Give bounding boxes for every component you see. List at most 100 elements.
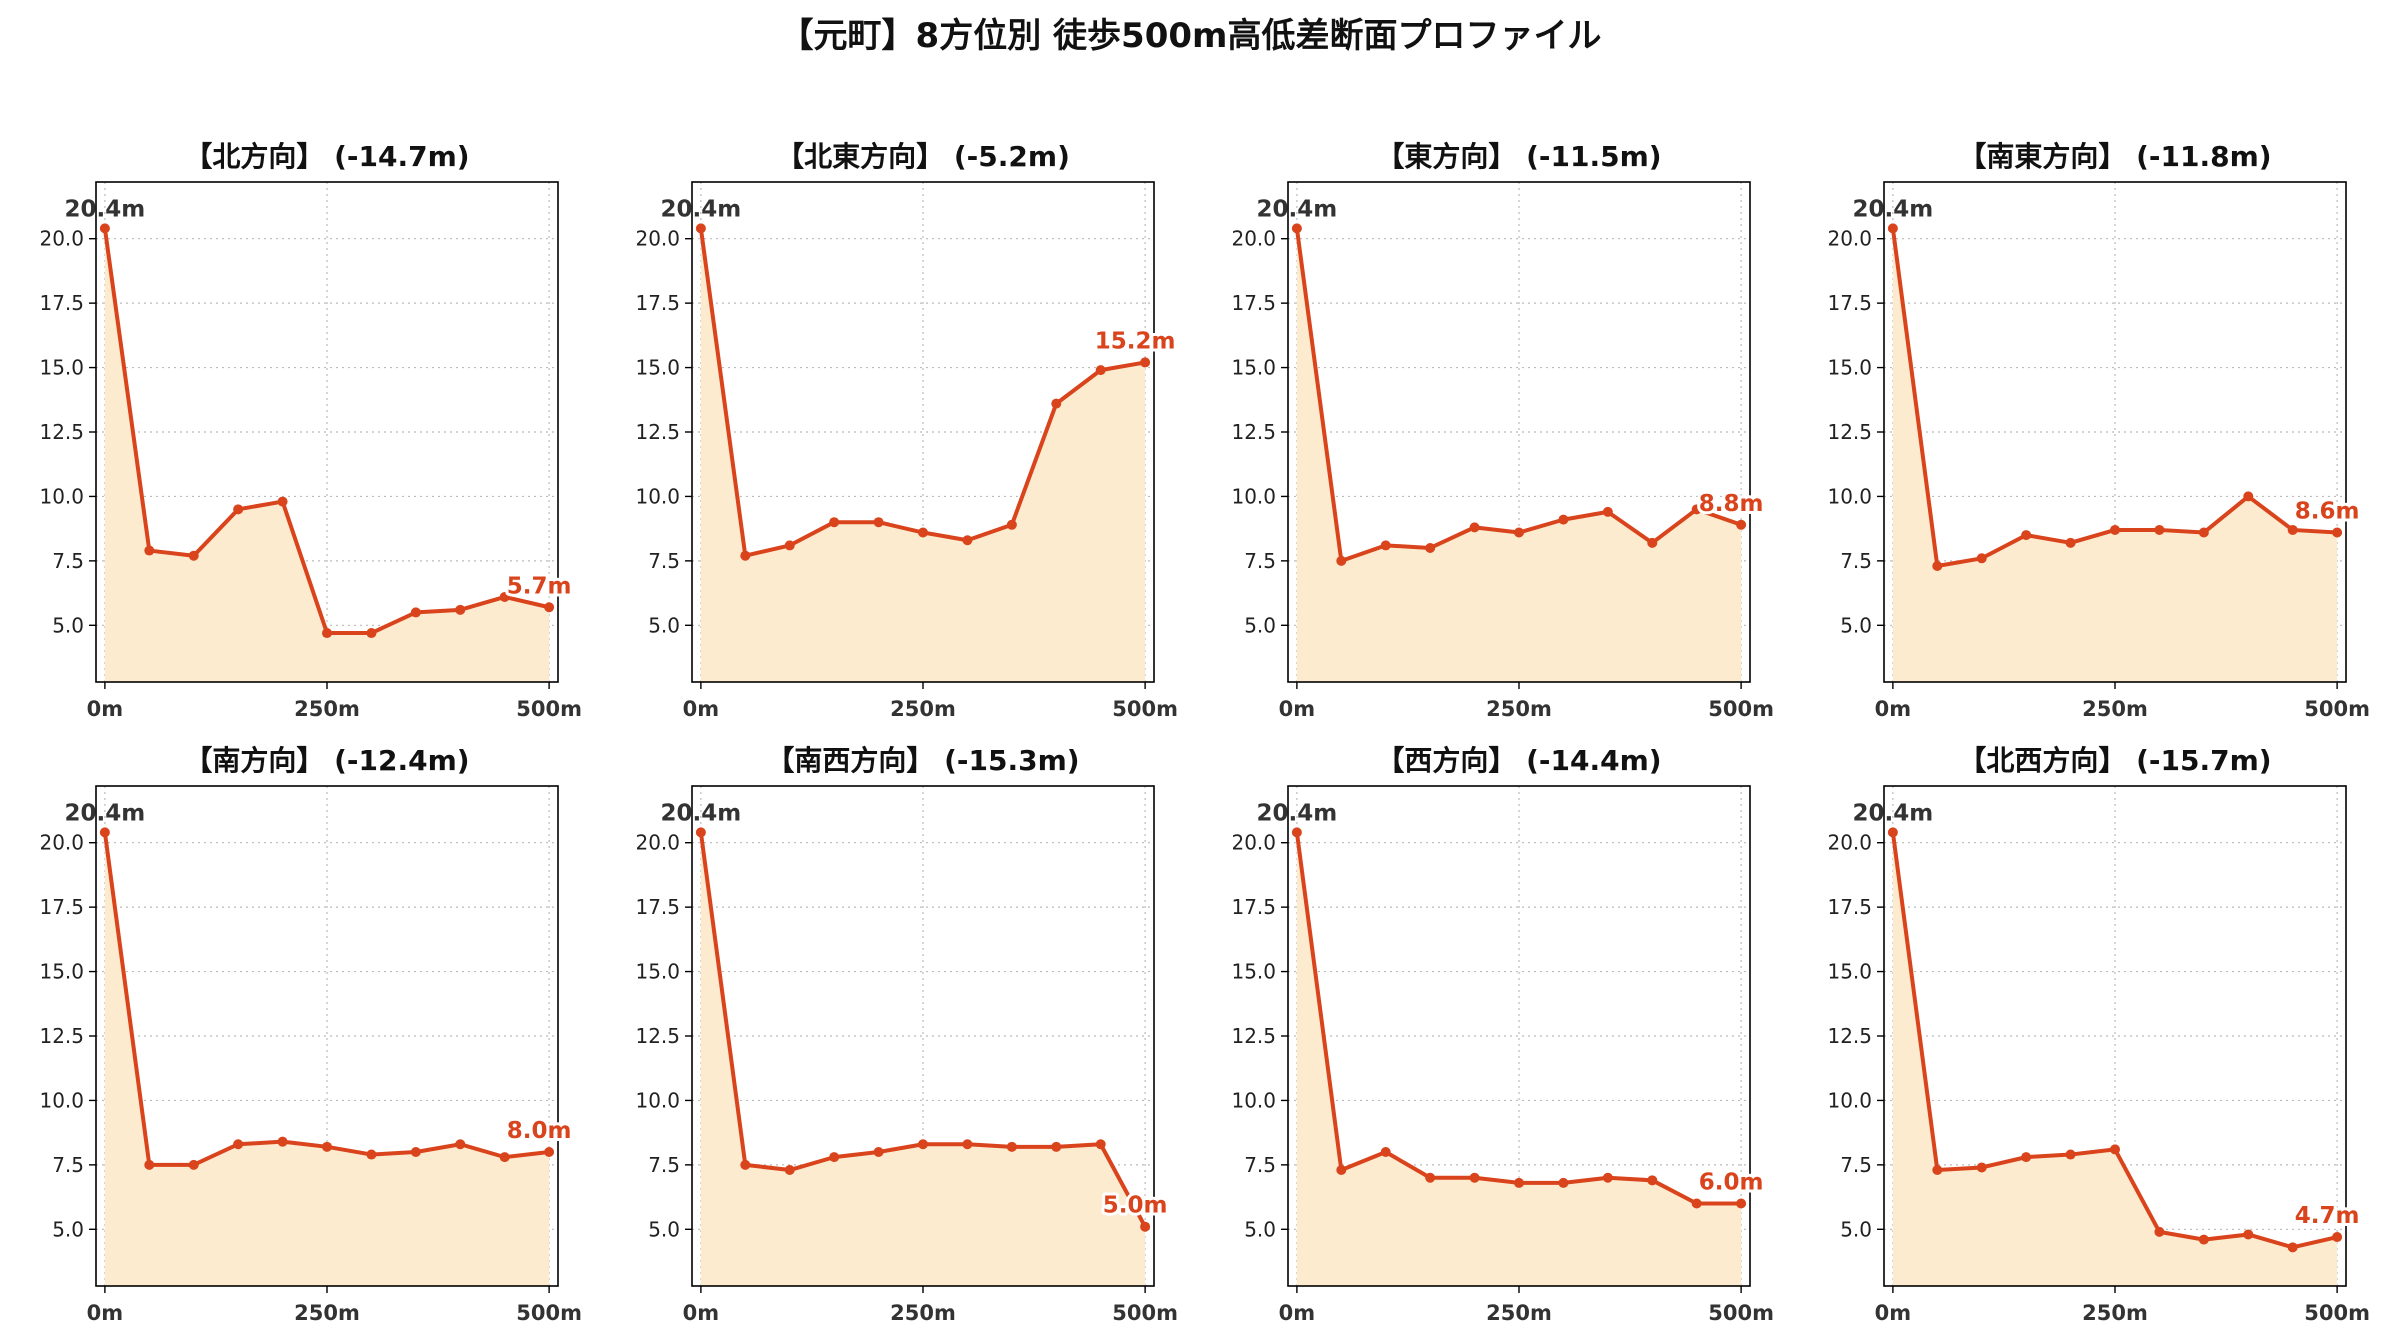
data-point [1380,540,1391,551]
x-tick-label: 500m [1112,697,1178,721]
data-point [410,607,421,618]
data-point [1887,223,1898,234]
y-tick-label: 17.5 [1827,291,1872,315]
y-tick-label: 12.5 [1231,420,1276,444]
data-point [1647,537,1658,548]
data-point [784,1165,795,1176]
end-value-label: 5.7m [507,573,572,599]
data-point [2198,527,2209,538]
y-tick-label: 15.0 [39,960,84,984]
y-tick-label: 12.5 [39,420,84,444]
panel-title: 【北西方向】 (-15.7m) [1958,744,2271,777]
data-point [1006,1141,1017,1152]
start-value-label: 20.4m [65,196,146,222]
y-tick-label: 17.5 [39,291,84,315]
data-point [1380,1146,1391,1157]
data-point [2198,1234,2209,1245]
data-point [740,550,751,561]
x-tick-label: 250m [1486,1301,1552,1325]
data-point [918,1139,928,1150]
chart-panel-1: 5.0 7.5 10.0 12.5 15.0 17.5 20.0 0m 250m 500m 【北東方… [635,140,1178,721]
data-point [2332,1232,2343,1243]
elevation-area [1296,832,1742,1286]
data-point [1558,514,1569,525]
y-tick-label: 5.0 [52,613,84,637]
y-tick-label: 15.0 [1827,960,1872,984]
data-point [1887,827,1898,838]
y-tick-label: 12.5 [39,1024,84,1048]
data-point [544,1146,555,1157]
data-point [410,1146,421,1157]
end-value-label: 8.0m [507,1118,572,1144]
y-tick-label: 5.0 [1840,1217,1872,1241]
data-point [1976,553,1987,564]
data-point [873,1146,884,1157]
data-point [873,517,884,528]
x-tick-label: 0m [1279,697,1316,721]
y-tick-label: 17.5 [1231,895,1276,919]
y-tick-label: 7.5 [648,549,680,573]
elevation-area [1892,228,2338,682]
y-tick-label: 17.5 [635,895,680,919]
y-tick-label: 20.0 [635,831,680,855]
data-point [1558,1177,1569,1188]
data-point [2287,524,2298,535]
data-point [740,1159,751,1170]
chart-panel-6: 5.0 7.5 10.0 12.5 15.0 17.5 20.0 0m 250m 500m 【西方向… [1231,744,1774,1325]
data-point [1647,1175,1658,1186]
data-point [1469,1172,1480,1183]
elevation-area [1892,832,2338,1286]
x-tick-label: 500m [2304,697,2370,721]
data-point [829,517,840,528]
x-tick-label: 500m [2304,1301,2370,1325]
data-point [2065,537,2076,548]
data-point [455,604,466,615]
page-title: 【元町】8方位別 徒歩500m高低差断面プロファイル [779,16,1602,56]
y-tick-label: 5.0 [648,1217,680,1241]
data-point [1051,1141,1062,1152]
y-tick-label: 17.5 [1231,291,1276,315]
x-tick-label: 0m [1875,697,1912,721]
end-value-label: 5.0m [1103,1193,1168,1219]
end-value-label: 8.8m [1699,491,1764,517]
y-tick-label: 12.5 [1827,1024,1872,1048]
data-point [2065,1149,2076,1160]
x-tick-label: 250m [1486,697,1552,721]
panel-title: 【西方向】 (-14.4m) [1376,744,1661,777]
data-point [2154,524,2165,535]
chart-panel-3: 5.0 7.5 10.0 12.5 15.0 17.5 20.0 0m 250m 500m 【南東方… [1827,140,2370,721]
data-point [1602,1172,1613,1183]
y-tick-label: 7.5 [1244,549,1276,573]
panel-title: 【南西方向】 (-15.3m) [766,744,1079,777]
y-tick-label: 20.0 [39,227,84,251]
data-point [499,591,510,602]
data-point [962,535,973,546]
chart-panel-0: 5.0 7.5 10.0 12.5 15.0 17.5 20.0 0m 250m 500m 【北方向… [39,140,582,721]
y-tick-label: 7.5 [1840,549,1872,573]
data-point [1095,1139,1106,1150]
end-value-label: 6.0m [1699,1170,1764,1196]
data-point [322,628,332,639]
panel-title: 【南東方向】 (-11.8m) [1958,140,2271,173]
data-point [2243,491,2254,502]
y-tick-label: 12.5 [1827,420,1872,444]
data-point [233,1139,244,1150]
x-tick-label: 250m [294,1301,360,1325]
data-point [1736,1198,1747,1209]
y-tick-label: 7.5 [52,1153,84,1177]
elevation-area [700,228,1146,682]
data-point [695,827,706,838]
data-point [144,1159,155,1170]
y-tick-label: 17.5 [39,895,84,919]
data-point [1051,398,1062,409]
panel-title: 【北方向】 (-14.7m) [184,140,469,173]
y-tick-label: 20.0 [39,831,84,855]
data-point [1976,1162,1987,1173]
y-tick-label: 10.0 [1231,484,1276,508]
y-tick-label: 12.5 [635,1024,680,1048]
x-tick-label: 500m [1708,1301,1774,1325]
end-value-label: 8.6m [2295,499,2360,525]
elevation-area [1296,228,1742,682]
y-tick-label: 15.0 [39,356,84,380]
data-point [784,540,795,551]
